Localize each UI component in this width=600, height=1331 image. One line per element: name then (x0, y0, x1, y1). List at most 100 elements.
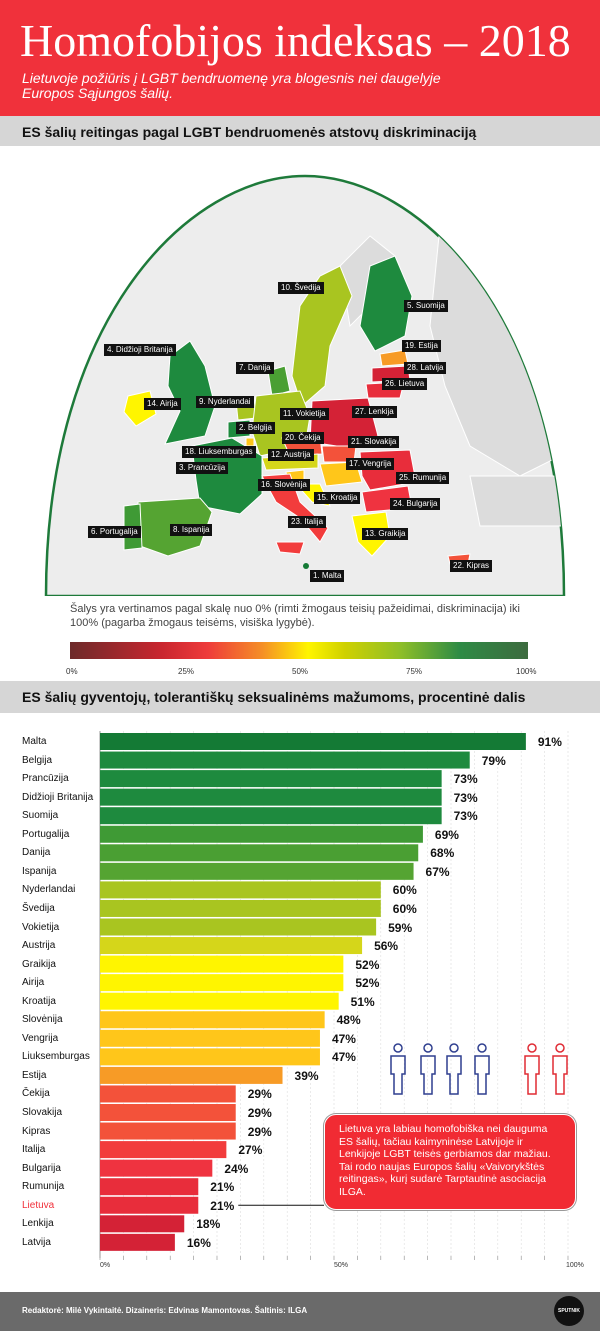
value-label: 51% (350, 994, 375, 1009)
bar-Malta (100, 733, 526, 750)
bar-Kroatija (100, 992, 339, 1010)
chart-heading-text: ES šalių gyventojų, tolerantiškų seksual… (22, 689, 526, 705)
bar-Latvija (100, 1233, 175, 1251)
person-icon (420, 1043, 436, 1095)
map-label-romania: 25. Rumunija (396, 472, 450, 484)
value-label: 73% (453, 772, 478, 787)
bar-Vokietija (100, 918, 377, 936)
bar-Slovėnija (100, 1011, 325, 1029)
bar-Kipras (100, 1122, 236, 1140)
category-label: Belgija (22, 754, 53, 766)
value-label: 29% (247, 1087, 272, 1102)
map-section-heading: ES šalių reitingas pagal LGBT bendruomen… (0, 116, 600, 148)
category-label: Čekija (22, 1088, 50, 1100)
value-label: 67% (425, 864, 450, 879)
map-label-italy: 23. Italija (288, 516, 327, 528)
value-label: 16% (186, 1235, 211, 1250)
value-label: 91% (537, 735, 562, 749)
lithuania-callout: Lietuva yra labiau homofobiška nei daugu… (324, 1114, 576, 1210)
value-label: 52% (355, 976, 380, 991)
page-subtitle: Lietuvoje požiūris į LGBT bendruomenę yr… (22, 70, 441, 101)
map-label-greece: 13. Graikija (362, 528, 409, 540)
map-label-austria: 12. Austrija (268, 449, 314, 461)
value-label: 29% (247, 1124, 272, 1139)
map-label-hungary: 17. Vengrija (346, 458, 395, 470)
map-label-croatia: 15. Kroatija (314, 492, 361, 504)
category-label: Bulgarija (22, 1162, 61, 1174)
value-label: 21% (210, 1198, 235, 1213)
value-label: 24% (224, 1161, 249, 1176)
bar-Lenkija (100, 1215, 185, 1233)
bar-Švedija (100, 899, 381, 917)
person-icon (446, 1043, 462, 1095)
color-scale-legend (70, 642, 528, 659)
person-icon (390, 1043, 406, 1095)
footer: Redaktorė: Milė Vykintaitė. Dizaineris: … (0, 1292, 600, 1331)
category-label: Danija (22, 847, 51, 859)
value-label: 68% (430, 846, 455, 861)
category-label: Ispanija (22, 865, 57, 877)
bar-Vengrija (100, 1029, 320, 1047)
map-label-bulgaria: 24. Bulgarija (390, 498, 441, 510)
bar-Prancūzija (100, 770, 442, 788)
category-label: Kroatija (22, 995, 56, 1007)
map-label-finland: 5. Suomija (404, 300, 448, 312)
category-label: Vengrija (22, 1032, 59, 1044)
value-label: 73% (453, 790, 478, 805)
header-banner: Homofobijos indeksas – 2018 Lietuvoje po… (0, 0, 600, 116)
value-label: 59% (388, 920, 413, 935)
bar-Didžioji Britanija (100, 788, 442, 806)
category-label: Didžioji Britanija (22, 791, 94, 803)
value-label: 52% (355, 957, 380, 972)
bar-Liuksemburgas (100, 1048, 320, 1066)
category-label: Latvija (22, 1236, 51, 1248)
map-label-latvia: 28. Latvija (404, 362, 447, 374)
bar-Belgija (100, 751, 470, 769)
map-label-malta: 1. Malta (310, 570, 345, 582)
map-label-poland: 27. Lenkija (352, 406, 397, 418)
category-label: Lietuva (22, 1199, 55, 1211)
axis-tick-50: 50% (334, 1262, 349, 1269)
sputnik-logo: SPUTNIK (554, 1296, 584, 1326)
map-label-france: 3. Prancūzija (176, 462, 229, 474)
value-label: 47% (331, 1050, 356, 1065)
value-label: 69% (434, 827, 459, 842)
category-label: Rumunija (22, 1181, 65, 1193)
bar-Danija (100, 844, 419, 862)
map-label-belgium: 2. Belgija (236, 422, 275, 434)
legend-tick: 50% (292, 667, 309, 676)
category-label: Graikija (22, 958, 56, 970)
map-label-ireland: 14. Airija (144, 398, 181, 410)
map-label-cyprus: 22. Kipras (450, 560, 493, 572)
map-label-netherlands: 9. Nyderlandai (196, 396, 254, 408)
category-label: Suomija (22, 810, 59, 822)
page-title: Homofobijos indeksas – 2018 (20, 15, 571, 66)
bar-Estija (100, 1066, 283, 1084)
map-label-portugal: 6. Portugalija (88, 526, 141, 538)
map-label-sweden: 10. Švedija (278, 282, 324, 294)
bar-Lietuva (100, 1196, 199, 1214)
legend-tick: 0% (66, 667, 78, 676)
category-label: Lenkija (22, 1218, 54, 1230)
category-label: Kipras (22, 1125, 51, 1137)
category-label: Italija (22, 1144, 46, 1156)
category-label: Estija (22, 1069, 47, 1081)
value-label: 48% (336, 1013, 361, 1028)
bar-Slovakija (100, 1104, 236, 1121)
map-heading-text: ES šalių reitingas pagal LGBT bendruomen… (22, 124, 477, 140)
map-label-luxembourg: 18. Liuksemburgas (182, 446, 256, 458)
category-label: Slovakija (22, 1107, 63, 1118)
callout-text: Lietuva yra labiau homofobiška nei daugu… (339, 1123, 551, 1198)
category-label: Vokietija (22, 921, 60, 933)
bar-Italija (100, 1141, 227, 1159)
category-label: Liuksemburgas (22, 1051, 90, 1063)
map-label-germany: 11. Vokietija (280, 408, 329, 420)
chart-section-heading: ES šalių gyventojų, tolerantiškų seksual… (0, 681, 600, 713)
map-label-uk: 4. Didžioji Britanija (104, 344, 176, 356)
map-label-slovakia: 21. Slovakija (348, 436, 400, 448)
value-label: 27% (238, 1143, 263, 1158)
category-label: Airija (22, 977, 45, 989)
value-label: 18% (196, 1217, 221, 1232)
europe-map-graphic (44, 174, 566, 596)
